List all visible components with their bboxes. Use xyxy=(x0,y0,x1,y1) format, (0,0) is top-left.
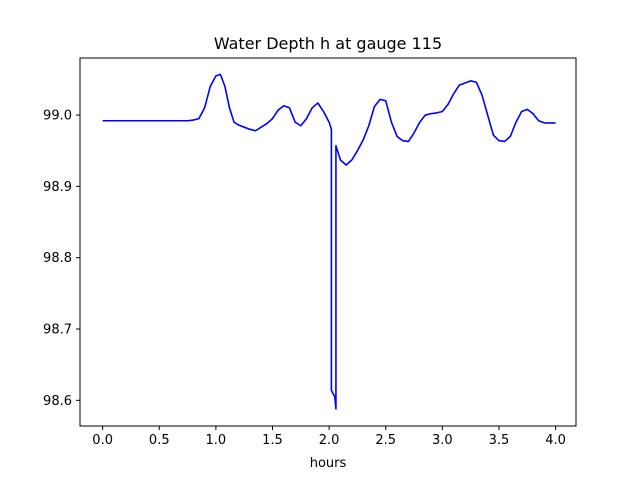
y-tick-label: 98.7 xyxy=(43,323,72,338)
x-tick-label: 4.0 xyxy=(545,433,566,448)
series-line-0 xyxy=(102,73,556,410)
x-tick-label: 3.5 xyxy=(489,433,510,448)
x-tick-label: 0.5 xyxy=(149,433,170,448)
x-axis-label: hours xyxy=(310,456,347,471)
y-tick-label: 99.0 xyxy=(43,109,72,124)
y-tick-label: 98.8 xyxy=(43,251,72,266)
y-tick-label: 98.6 xyxy=(43,394,72,409)
y-tick-label: 98.9 xyxy=(43,180,72,195)
x-tick-label: 3.0 xyxy=(432,433,453,448)
x-tick-label: 1.0 xyxy=(206,433,227,448)
plot-area xyxy=(102,73,556,410)
x-tick-label: 1.5 xyxy=(262,433,283,448)
x-tick-label: 2.0 xyxy=(319,433,340,448)
x-tick-label: 2.5 xyxy=(375,433,396,448)
axes-frame xyxy=(79,57,577,427)
x-tick-label: 0.0 xyxy=(92,433,113,448)
y-axis-ticks: 98.6 98.7 98.8 98.9 99.0 xyxy=(43,109,80,409)
chart-title: Water Depth h at gauge 115 xyxy=(214,34,442,53)
x-axis-ticks: 0.0 0.5 1.0 1.5 2.0 2.5 3.0 3.5 4.0 xyxy=(92,426,566,448)
